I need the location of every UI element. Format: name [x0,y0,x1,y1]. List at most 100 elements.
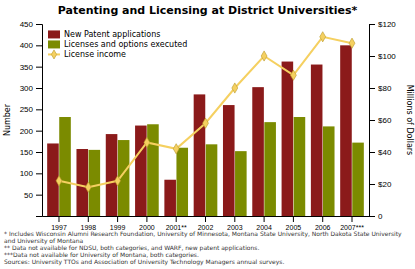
marker [232,83,238,93]
bar [89,150,101,216]
tick-mark [36,173,42,174]
tick-mark [369,56,375,57]
tick-label: $60 [378,116,392,125]
tick: $120 [369,20,396,29]
marker [261,51,267,61]
footnotes: * Includes Wisconsin Alumni Research Fou… [4,230,402,266]
marks [47,32,364,216]
tick: 450 [20,20,42,29]
tick-mark [36,109,42,110]
marker [56,176,62,186]
tick-label: 400 [20,41,34,50]
tick-mark [36,152,42,153]
bar [294,117,306,216]
bar [59,117,71,216]
tick-mark [205,216,206,222]
bar [252,87,264,216]
marker [349,38,355,48]
bar [76,149,88,216]
tick-label: $120 [378,20,396,29]
bar-series [59,117,364,216]
tick: 150 [20,148,42,157]
title: Patenting and Licensing at District Univ… [58,4,358,17]
tick-mark [36,45,42,46]
legend-label: License income [64,50,126,59]
y-axis: 50100150200250300350400450 [20,20,43,216]
tick: 2006 [315,216,331,231]
marker [85,182,91,192]
axis-line [36,25,43,217]
tick-label: 1998 [81,224,97,231]
bar [352,143,364,216]
tick: $80 [369,84,392,93]
bar [311,65,323,216]
tick-mark [88,216,89,222]
tick-label: 1999 [110,224,126,231]
y-axis-title: Number [3,103,12,136]
chart: * Includes Wisconsin Alumni Research Fou… [0,0,415,269]
tick-label: 100 [20,169,34,178]
tick-mark [58,216,59,222]
footnote: Sources: University TTOs and Association… [4,258,284,266]
tick-label: 0 [378,212,383,221]
bar [264,122,276,216]
marker [203,118,209,128]
tick-mark [293,216,294,222]
tick-mark [234,216,235,222]
tick-label: 300 [20,84,34,93]
tick-label: 450 [20,20,34,29]
tick-label: $80 [378,84,392,93]
bar [147,124,159,216]
bar [323,126,335,216]
marker [320,32,326,42]
bar [106,134,118,216]
tick-label: 2002 [198,224,214,231]
legend-swatch [48,40,60,48]
tick: 1997 [51,216,67,231]
tick: $40 [369,148,392,157]
tick-label: 2000 [139,224,155,231]
tick-mark [264,216,265,222]
tick: $100 [369,52,396,61]
bar [135,126,147,216]
tick: 2003 [227,216,243,231]
plot: 19971998199920002001**200220032004200520… [20,20,397,231]
bar-series [47,45,352,216]
bar [164,180,176,216]
legend-label: Licenses and options executed [64,40,187,49]
bar [206,144,218,216]
tick-label: 2005 [286,224,302,231]
bar [235,151,247,216]
tick-mark [369,120,375,121]
tick-mark [36,131,42,132]
tick: 200 [20,127,42,136]
tick-label: 2004 [256,224,272,231]
y2-axis-title: Millions of Dollars [405,85,414,156]
tick-label: 2003 [227,224,243,231]
tick-label: $100 [378,52,396,61]
tick: 300 [20,84,42,93]
legend-item: New Patent applications [48,30,160,39]
tick: 1999 [110,216,126,231]
tick: $60 [369,116,392,125]
tick-label: 2007*** [340,224,364,231]
tick: 0 [369,212,383,221]
tick: 2004 [256,216,272,231]
legend-label: New Patent applications [64,30,160,39]
marker [173,144,179,154]
legend-item: Licenses and options executed [48,40,187,49]
tick-mark [36,88,42,89]
tick-mark [369,88,375,89]
tick-label: 2001** [166,224,187,231]
legend-swatch [48,30,60,38]
tick-label: 2006 [315,224,331,231]
tick-mark [369,152,375,153]
tick-mark [322,216,323,222]
axis-line [370,25,376,217]
tick-mark [36,67,42,68]
tick-mark [352,216,353,222]
tick: 2005 [286,216,302,231]
marker [144,137,150,147]
tick-label: 150 [20,148,34,157]
tick-label: 350 [20,63,34,72]
